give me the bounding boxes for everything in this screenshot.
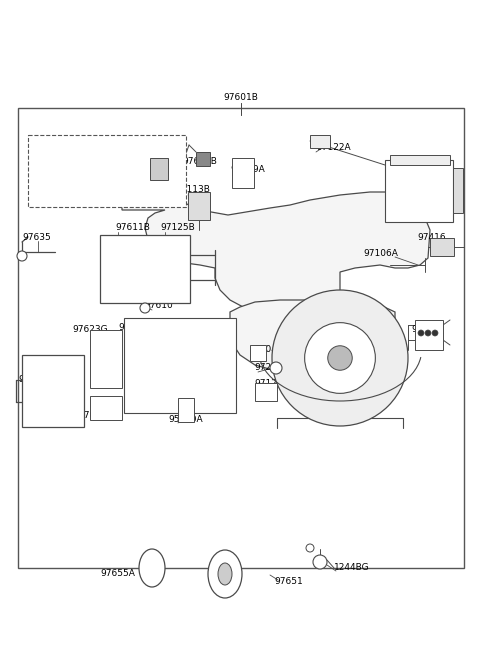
Circle shape [270, 362, 282, 374]
Bar [453, 168, 463, 213]
Text: 97624C: 97624C [58, 168, 87, 177]
Bar [390, 155, 450, 165]
Text: 97116: 97116 [354, 405, 383, 415]
Polygon shape [230, 300, 395, 375]
Ellipse shape [218, 563, 232, 585]
Bar [385, 160, 453, 222]
Text: 97616B: 97616B [182, 157, 217, 166]
Text: 97611B: 97611B [115, 223, 150, 233]
Bar [124, 318, 236, 413]
Circle shape [17, 251, 27, 261]
Bar [90, 396, 122, 420]
Circle shape [305, 323, 375, 394]
Bar [22, 355, 84, 427]
Text: 1244BG: 1244BG [334, 563, 370, 572]
Bar [100, 235, 190, 303]
Bar [28, 135, 186, 207]
Circle shape [313, 555, 327, 569]
Polygon shape [122, 183, 430, 312]
Bar [188, 192, 210, 220]
Text: 97416: 97416 [418, 233, 446, 242]
Circle shape [432, 330, 438, 336]
Text: 97249: 97249 [386, 160, 415, 170]
Text: 97635: 97635 [22, 233, 51, 242]
Text: 97176E: 97176E [58, 180, 87, 189]
Bar [430, 238, 454, 256]
Text: 97047: 97047 [254, 345, 283, 354]
Circle shape [140, 303, 150, 313]
Bar [255, 383, 277, 401]
Text: 97610: 97610 [144, 301, 173, 310]
Text: 97218: 97218 [411, 160, 440, 170]
Text: 97121: 97121 [254, 379, 283, 388]
Bar [150, 158, 168, 180]
Polygon shape [310, 135, 330, 148]
Text: 97270: 97270 [254, 364, 283, 373]
Bar [232, 158, 254, 188]
Ellipse shape [208, 550, 242, 598]
Text: 97655A: 97655A [100, 569, 135, 578]
Bar [250, 345, 266, 361]
Text: 97619E: 97619E [118, 324, 152, 333]
Text: 97623H: 97623H [78, 411, 113, 421]
Text: 97620C: 97620C [18, 375, 53, 384]
Text: 97601B: 97601B [224, 94, 258, 102]
Bar [18, 108, 464, 568]
Text: 97651: 97651 [274, 578, 303, 586]
Text: 97113B: 97113B [175, 185, 210, 195]
Text: 97623G: 97623G [72, 326, 108, 335]
Circle shape [306, 544, 314, 552]
Text: {FULL AUTO A/CON}: {FULL AUTO A/CON} [63, 152, 151, 161]
Bar [196, 152, 210, 166]
Circle shape [418, 330, 424, 336]
Text: 97023: 97023 [398, 172, 427, 181]
Bar [178, 398, 194, 422]
Text: 95220A: 95220A [168, 415, 203, 424]
Circle shape [272, 290, 408, 426]
Circle shape [328, 346, 352, 370]
Text: 97122A: 97122A [316, 143, 350, 151]
Bar [90, 330, 122, 388]
Circle shape [425, 330, 431, 336]
Text: 97125B: 97125B [160, 223, 195, 233]
Text: 97516: 97516 [411, 326, 440, 335]
Bar [415, 320, 443, 350]
Text: 97106A: 97106A [363, 250, 398, 259]
Ellipse shape [139, 549, 165, 587]
Text: 97629A: 97629A [230, 166, 265, 174]
